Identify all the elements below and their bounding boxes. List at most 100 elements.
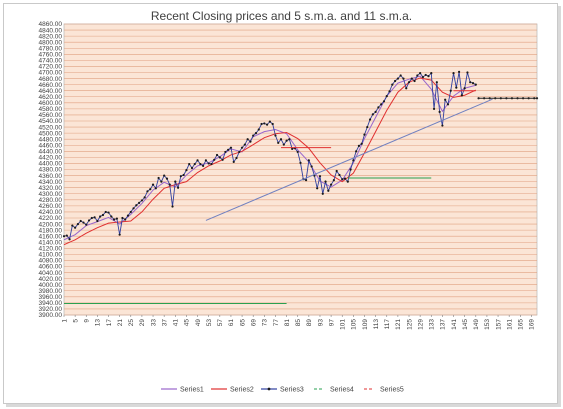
x-tick-label: 17 [106,319,113,327]
y-tick-label: 4780.00 [39,45,63,52]
data-point [377,106,380,109]
x-tick-label: 53 [206,319,213,327]
x-tick-label: 25 [128,319,135,327]
data-point [388,90,391,93]
data-point [96,219,99,223]
x-tick-label: 69 [251,319,258,327]
data-point [471,82,475,85]
data-point [457,70,461,73]
data-point [318,175,322,178]
x-tick-label: 101 [340,319,347,330]
data-point [355,150,358,153]
y-tick-label: 3960.00 [39,294,63,301]
data-point [93,216,96,219]
data-point [341,178,344,181]
data-point [399,74,402,77]
data-point [138,201,141,204]
data-point [407,81,411,84]
y-tick-label: 4460.00 [39,142,63,149]
data-point [154,187,157,190]
x-tick-label: 33 [150,319,157,327]
data-point [396,77,399,80]
x-tick-label: 73 [262,319,269,327]
data-point [385,95,388,98]
data-point [391,83,394,86]
data-point [380,103,383,106]
data-point [371,113,374,116]
data-point [176,186,180,189]
data-point [360,142,363,145]
y-tick-label: 4300.00 [39,191,63,198]
data-point [310,165,313,168]
data-point [321,192,324,195]
x-tick-label: 125 [406,319,413,330]
data-point [90,216,93,220]
x-tick-label: 29 [139,319,146,327]
data-point [229,146,233,149]
data-point [483,97,486,100]
data-point [324,180,327,183]
legend-label: Series3 [280,387,304,394]
data-point [271,122,274,126]
data-point [466,71,469,74]
y-tick-label: 4620.00 [39,94,63,101]
data-point [441,124,444,127]
data-point [227,148,230,151]
y-tick-label: 4480.00 [39,136,63,143]
y-tick-label: 4540.00 [39,118,63,125]
data-point [104,210,107,214]
series-series1 [63,75,476,241]
y-tick-label: 4660.00 [39,82,63,89]
y-tick-label: 4320.00 [39,185,63,192]
data-point [346,180,349,183]
x-tick-label: 145 [462,319,469,330]
data-point [151,183,155,186]
x-tick-label: 157 [495,319,502,330]
data-point [432,107,436,110]
x-tick-label: 149 [473,319,480,330]
y-tick-label: 4200.00 [39,221,63,228]
data-point [235,156,238,160]
data-point [335,169,338,173]
data-point [516,97,519,100]
data-point [430,72,433,75]
y-tick-label: 4340.00 [39,179,63,186]
y-tick-label: 3920.00 [39,306,63,313]
data-point [171,205,174,208]
data-point [374,110,377,114]
legend-item-series3: Series3 [261,387,304,394]
data-point [160,180,163,183]
y-tick-label: 4060.00 [39,264,63,271]
data-point [249,140,252,143]
x-tick-label: 21 [117,319,124,327]
data-point [82,221,85,224]
data-point [65,234,68,237]
data-point [79,219,82,223]
data-point [207,162,210,165]
data-point [110,215,113,218]
legend-item-series4: Series4 [314,387,354,394]
data-point [394,79,397,83]
data-point [296,150,299,154]
data-point [424,73,427,77]
x-tick-label: 9 [84,319,91,323]
data-point [146,190,149,193]
x-tick-label: 137 [440,319,447,330]
series-line [63,75,476,241]
data-point [143,196,146,199]
data-point [527,97,530,100]
data-point [279,138,283,141]
data-point [357,144,361,147]
y-tick-label: 4160.00 [39,233,63,240]
x-tick-label: 81 [284,319,291,327]
y-tick-label: 4560.00 [39,112,63,119]
data-point [263,122,266,125]
series-line [63,77,476,246]
y-tick-label: 4400.00 [39,161,63,168]
x-tick-label: 109 [362,319,369,330]
data-point [204,159,207,162]
data-point [213,158,216,161]
y-tick-label: 4580.00 [39,106,63,113]
data-point [435,81,438,84]
